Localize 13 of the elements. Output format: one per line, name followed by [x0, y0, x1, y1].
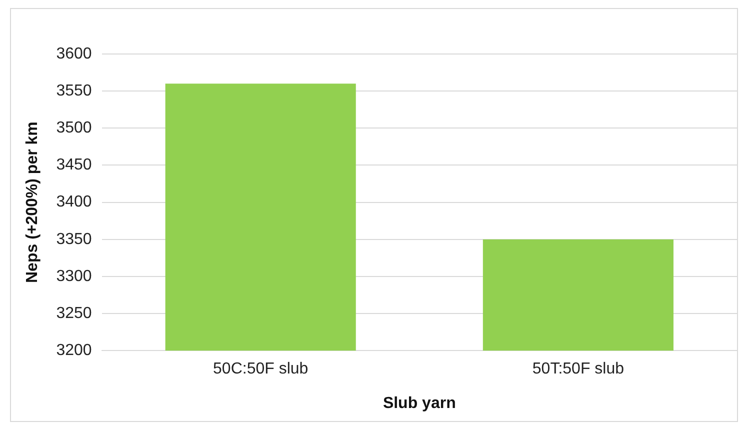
x-axis-title: Slub yarn — [382, 394, 456, 412]
y-tick-label: 3550 — [56, 82, 92, 100]
y-tick-label: 3200 — [56, 342, 92, 360]
y-tick-label: 3350 — [56, 230, 92, 248]
y-tick-label: 3450 — [56, 156, 92, 174]
y-tick-label: 3250 — [56, 304, 92, 322]
y-tick-label: 3500 — [56, 120, 92, 137]
x-tick-label: 50C:50F slub — [213, 360, 308, 378]
y-tick-label: 3300 — [56, 268, 92, 285]
x-tick-label: 50T:50F slub — [532, 360, 624, 378]
y-tick-label: 3400 — [56, 194, 92, 211]
y-axis-title: Neps (+200%) per km — [24, 122, 42, 284]
y-tick-label: 3600 — [56, 45, 92, 62]
